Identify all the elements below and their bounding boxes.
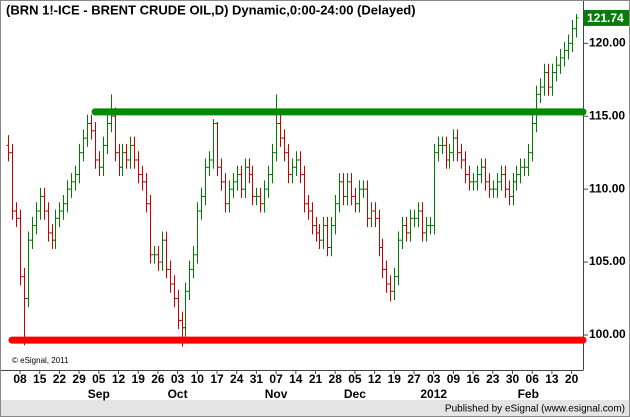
last-value-label: 121.74 xyxy=(587,11,624,25)
x-group-label: Feb xyxy=(518,387,539,401)
x-tick-label: 15 xyxy=(33,372,47,386)
x-tick-label: 14 xyxy=(289,372,303,386)
x-tick-label: 29 xyxy=(72,372,86,386)
x-tick-label: 13 xyxy=(545,372,559,386)
x-group-label: 2012 xyxy=(420,387,447,401)
bars xyxy=(6,14,579,347)
x-tick-label: 28 xyxy=(329,372,343,386)
x-tick-label: 24 xyxy=(230,372,244,386)
last-value-box xyxy=(584,9,629,26)
x-tick-label: 06 xyxy=(526,372,540,386)
x-tick-label: 31 xyxy=(250,372,264,386)
x-group-label: Nov xyxy=(265,387,288,401)
footer: Published by eSignal (www.esignal.com) xyxy=(445,404,625,415)
y-tick-label: 100.00 xyxy=(589,327,626,341)
copyright: © eSignal, 2011 xyxy=(12,356,69,365)
x-tick-label: 23 xyxy=(486,372,500,386)
x-tick-label: 21 xyxy=(309,372,323,386)
x-tick-label: 26 xyxy=(151,372,165,386)
title-bg xyxy=(2,2,408,20)
x-tick-label: 19 xyxy=(132,372,146,386)
y-tick-label: 110.00 xyxy=(589,181,625,195)
x-tick-label: 12 xyxy=(368,372,382,386)
y-tick-label: 120.00 xyxy=(589,35,626,49)
x-tick-label: 16 xyxy=(466,372,480,386)
x-tick-label: 30 xyxy=(506,372,520,386)
x-tick-label: 19 xyxy=(388,372,402,386)
x-tick-label: 09 xyxy=(447,372,461,386)
x-tick-label: 05 xyxy=(348,372,362,386)
x-tick-label: 03 xyxy=(171,372,185,386)
x-tick-label: 17 xyxy=(210,372,224,386)
x-tick-label: 10 xyxy=(191,372,205,386)
y-tick-label: 115.00 xyxy=(589,108,625,122)
y-tick-label: 105.00 xyxy=(589,254,626,268)
x-tick-label: 08 xyxy=(13,372,27,386)
x-tick-label: 05 xyxy=(92,372,106,386)
x-tick-label: 12 xyxy=(112,372,126,386)
x-tick-label: 22 xyxy=(53,372,67,386)
x-tick-label: 20 xyxy=(565,372,579,386)
x-tick-label: 03 xyxy=(427,372,441,386)
x-group-label: Dec xyxy=(344,387,366,401)
x-group-label: Sep xyxy=(88,387,110,401)
x-tick-label: 27 xyxy=(407,372,421,386)
x-tick-label: 07 xyxy=(269,372,283,386)
chart-title: (BRN 1!-ICE - BRENT CRUDE OIL,D) Dynamic… xyxy=(6,2,416,17)
footer-bar xyxy=(1,400,629,416)
x-group-label: Oct xyxy=(168,387,188,401)
